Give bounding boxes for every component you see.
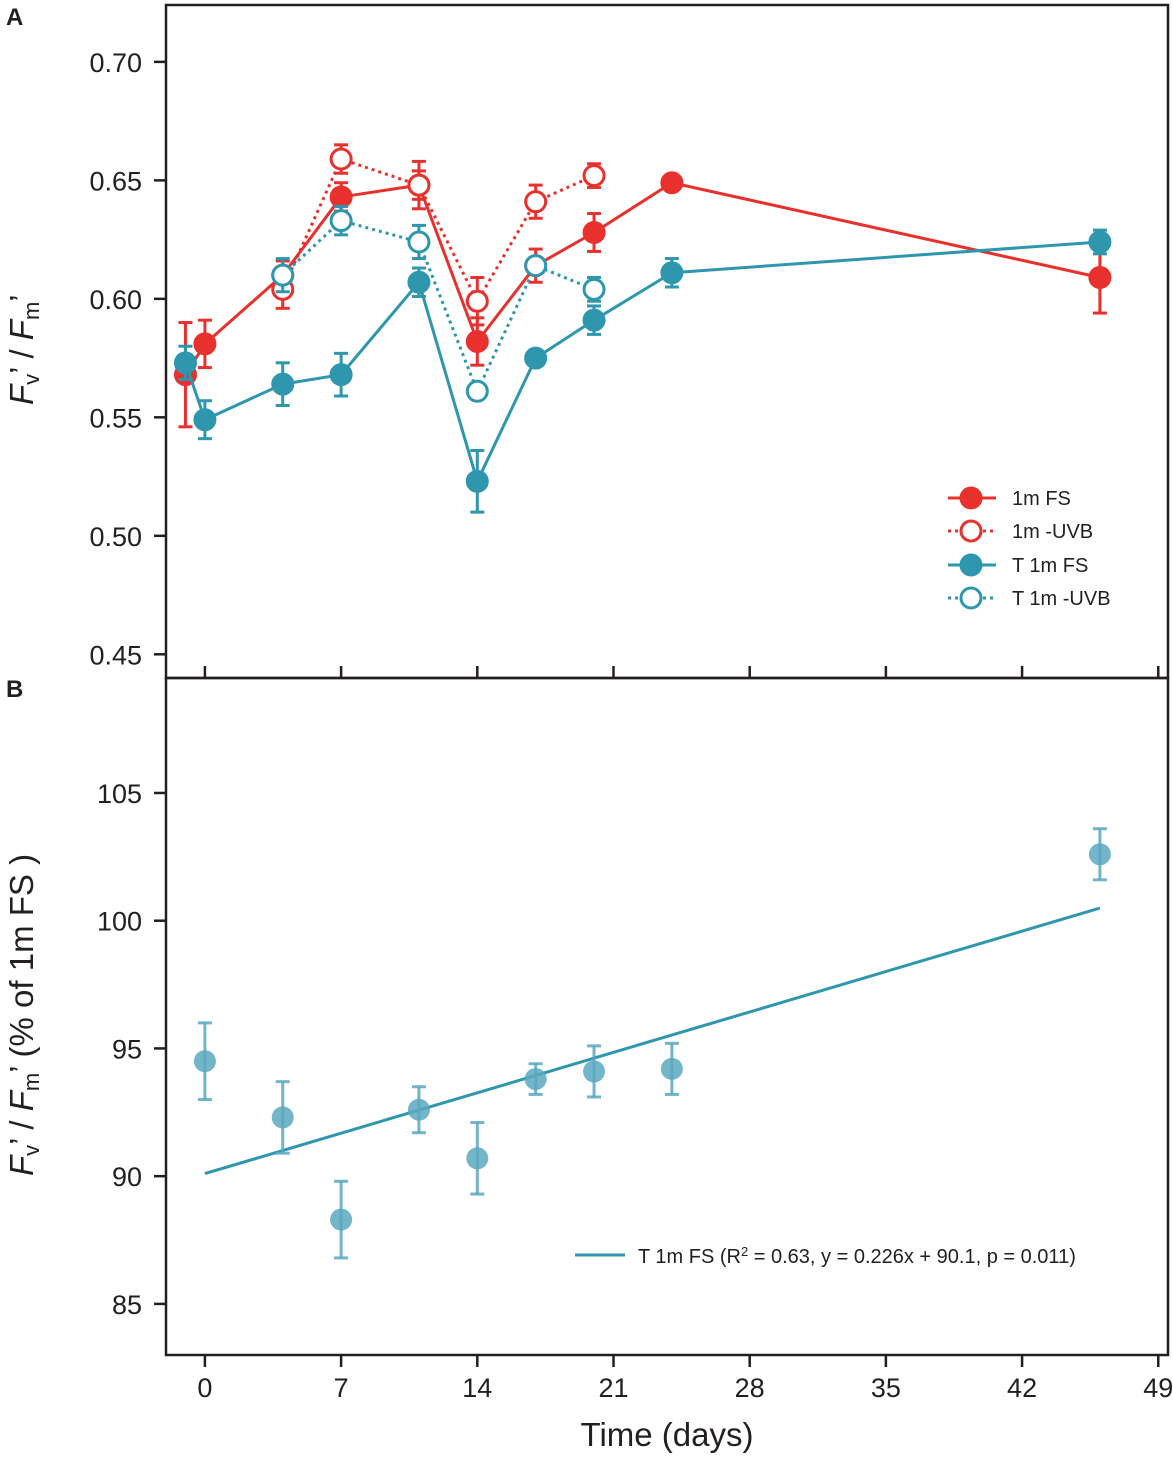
- data-point-b-8: [1088, 843, 1111, 866]
- x-tick-label-21: 21: [598, 1373, 628, 1403]
- data-point-t-1m-fs-7: [582, 308, 606, 332]
- panel-a-y-tick-label-2: 0.55: [89, 403, 142, 433]
- data-point-1m-uvb-2: [407, 173, 431, 197]
- data-point-t-1m-fs-5: [465, 469, 489, 493]
- panel-a: A 0.45 0.50 0.55 0.60 0.65 0.70 Fv’ / Fm’ 1m …: [3, 3, 1170, 680]
- x-tick-label-28: 28: [735, 1373, 765, 1403]
- data-point-t-1m-fs-6: [524, 346, 548, 370]
- panel-b-x-ticks: 0 7 14 21 28 35 42 49: [197, 1355, 1173, 1403]
- legend-swatch-marker-1m-uvb: [959, 519, 983, 543]
- panel-a-y-ticks: 0.45 0.50 0.55 0.60 0.65 0.70: [89, 48, 166, 670]
- legend-swatch-marker-t-1m-uvb: [959, 586, 983, 610]
- panel-b-series: [193, 827, 1111, 1260]
- x-tick-label-7: 7: [334, 1373, 349, 1403]
- data-point-t-1m-fs-9: [1088, 230, 1112, 254]
- panel-a-y-tick-label-0: 0.45: [89, 640, 142, 670]
- data-point-1m-uvb-1: [329, 147, 353, 171]
- legend-label-1m-uvb: 1m -UVB: [1012, 521, 1093, 543]
- legend-label-1m-fs: 1m FS: [1012, 488, 1071, 510]
- legend-label-t-1m-uvb: T 1m -UVB: [1012, 588, 1111, 610]
- series-line-t-1m-uvb: [281, 219, 595, 393]
- panel-a-y-tick-label-4: 0.65: [89, 166, 142, 196]
- data-point-t-1m-fs-8: [660, 261, 684, 285]
- data-point-b-3: [407, 1098, 430, 1121]
- data-point-1m-fs-1: [193, 332, 217, 356]
- legend-label-fit: T 1m FS (R2 = 0.63, y = 0.226x + 90.1, p…: [638, 1244, 1076, 1269]
- data-point-b-7: [660, 1057, 683, 1080]
- panel-b-y-ticks: 85 90 95 100 105: [97, 779, 166, 1320]
- panel-a-frame: [164, 3, 1170, 680]
- data-point-t-1m-uvb-4: [524, 254, 548, 278]
- data-point-1m-fs-5: [465, 330, 489, 353]
- x-tick-label-49: 49: [1143, 1373, 1173, 1403]
- data-point-1m-fs-9: [1088, 266, 1112, 290]
- panel-b-letter: B: [6, 676, 23, 703]
- legend-item-t-1m-uvb: T 1m -UVB: [948, 586, 1111, 610]
- data-point-1m-fs-3: [329, 185, 353, 209]
- data-point-b-1: [271, 1106, 294, 1129]
- panel-a-y-tick-label-3: 0.60: [89, 285, 142, 315]
- series-b-t-1m-fs: [193, 827, 1111, 1260]
- panel-a-y-axis-title: Fv’ / Fm’: [3, 294, 44, 405]
- panel-b-y-tick-label-2: 95: [112, 1034, 142, 1064]
- x-tick-label-35: 35: [871, 1373, 901, 1403]
- data-point-1m-uvb-3: [465, 289, 489, 313]
- data-point-t-1m-uvb-1: [329, 209, 353, 233]
- data-point-t-1m-fs-1: [193, 408, 217, 432]
- x-tick-label-14: 14: [462, 1373, 492, 1403]
- data-point-b-0: [193, 1050, 216, 1073]
- data-point-1m-fs-7: [582, 220, 606, 244]
- data-point-t-1m-fs-3: [329, 363, 353, 387]
- panel-b-legend: T 1m FS (R2 = 0.63, y = 0.226x + 90.1, p…: [575, 1244, 1076, 1269]
- series-line-1m-fs: [184, 181, 1101, 376]
- data-point-1m-fs-8: [660, 171, 684, 195]
- data-point-1m-uvb-4: [524, 190, 548, 214]
- data-point-b-6: [583, 1060, 606, 1083]
- legend-label-t-1m-fs: T 1m FS: [1012, 555, 1088, 577]
- series-line-t-1m-fs: [184, 240, 1101, 483]
- panel-a-legend: 1m FS 1m -UVB T 1m FS T 1m -UVB: [948, 486, 1111, 610]
- data-point-b-4: [466, 1147, 489, 1170]
- series-1m-uvb: [271, 143, 606, 327]
- panel-a-y-tick-label-5: 0.70: [89, 48, 142, 78]
- panel-a-y-tick-label-1: 0.50: [89, 522, 142, 552]
- panel-b-y-tick-label-3: 100: [97, 907, 142, 937]
- x-axis-title: Time (days): [581, 1416, 754, 1453]
- data-point-t-1m-uvb-0: [271, 263, 295, 287]
- panel-b-y-tick-label-0: 85: [112, 1290, 142, 1320]
- panel-b-y-tick-label-4: 105: [97, 779, 142, 809]
- x-tick-label-42: 42: [1007, 1373, 1037, 1403]
- panel-a-series: [173, 143, 1112, 514]
- panel-a-x-ticks: [203, 666, 1160, 678]
- legend-item-1m-uvb: 1m -UVB: [948, 519, 1093, 543]
- panel-b-y-axis-title: Fv’ / Fm’ (% of 1m FS ): [3, 854, 44, 1176]
- data-point-t-1m-uvb-3: [465, 379, 489, 403]
- panel-b-frame: [164, 676, 1170, 1357]
- series-1m-fs: [173, 169, 1112, 429]
- data-point-t-1m-uvb-5: [582, 277, 606, 301]
- legend-item-1m-fs: 1m FS: [948, 486, 1071, 510]
- x-tick-label-0: 0: [197, 1373, 212, 1403]
- data-point-t-1m-fs-0: [173, 351, 197, 375]
- regression-line: [204, 906, 1101, 1176]
- data-point-t-1m-fs-2: [271, 372, 295, 396]
- series-t-1m-fs: [173, 228, 1112, 514]
- panel-b: B 0 7 14 21 28 35 42 49 85 90 95 100 105 Fv’ / Fm’ …: [3, 676, 1173, 1453]
- series-line-1m-uvb: [281, 157, 595, 303]
- series-t-1m-uvb: [271, 204, 606, 403]
- legend-swatch-marker-t-1m-fs: [959, 553, 983, 577]
- data-point-b-2: [330, 1208, 353, 1231]
- panel-b-y-tick-label-1: 90: [112, 1162, 142, 1192]
- data-point-t-1m-uvb-2: [407, 230, 431, 254]
- panel-a-letter: A: [6, 4, 23, 31]
- panel-b-fit: [204, 906, 1101, 1176]
- legend-swatch-marker-1m-fs: [959, 486, 983, 510]
- data-point-t-1m-fs-4: [407, 270, 431, 294]
- data-point-b-5: [524, 1068, 547, 1091]
- legend-item-t-1m-fs: T 1m FS: [948, 553, 1088, 577]
- data-point-1m-uvb-5: [582, 164, 606, 188]
